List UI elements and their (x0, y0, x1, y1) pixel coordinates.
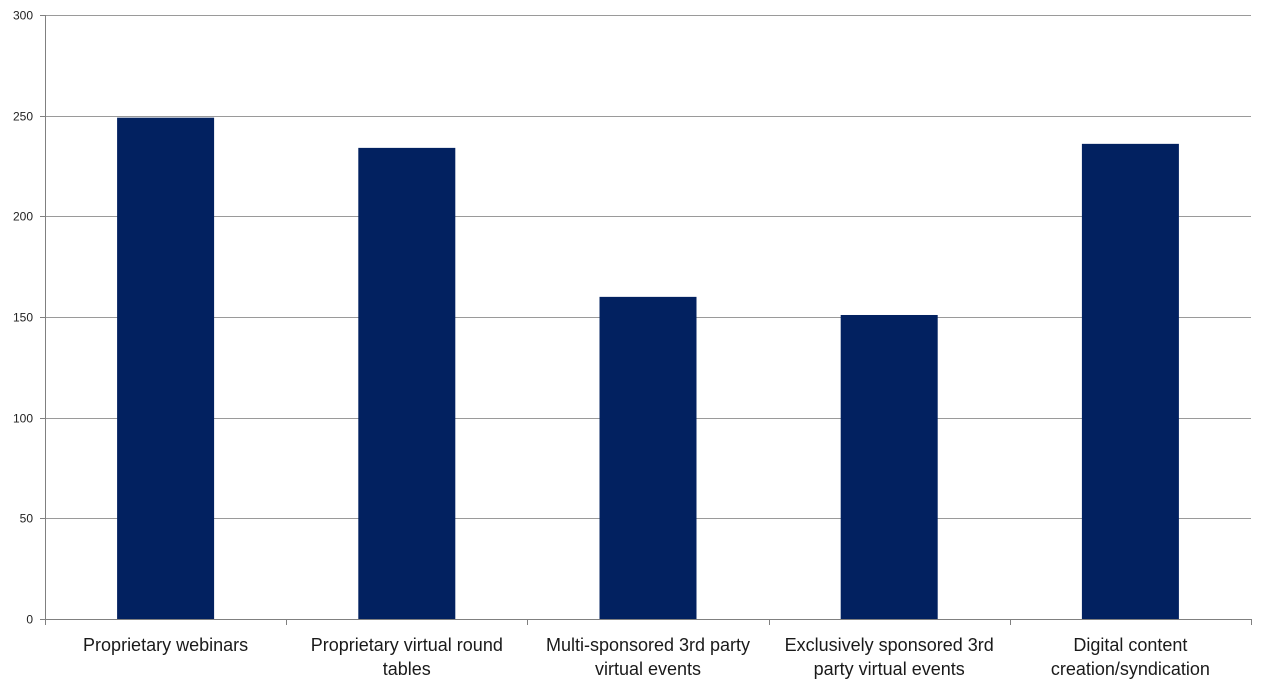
bar (1081, 143, 1179, 619)
y-tick-label: 250 (13, 110, 33, 124)
y-tick-label: 100 (13, 412, 33, 426)
x-tick-label-line: virtual events (595, 659, 701, 679)
bar (358, 147, 456, 619)
x-tick-label-line: tables (383, 659, 431, 679)
y-tick-label: 0 (26, 613, 33, 627)
x-tick-label: Digital content creation/syndication (1051, 635, 1210, 679)
y-tick-label: 150 (13, 311, 33, 325)
x-tick-label-line: creation/syndication (1051, 659, 1210, 679)
bar (117, 117, 215, 620)
x-tick-label-line: Proprietary virtual round (311, 635, 503, 655)
axes (45, 15, 1251, 620)
bar (840, 314, 938, 619)
x-tick-label-line: Digital content (1073, 635, 1187, 655)
x-tick-label: Multi-sponsored 3rd party virtual events (546, 635, 750, 679)
x-tick-label-line: Proprietary webinars (83, 635, 248, 655)
bars (117, 117, 1179, 620)
x-tick-label-line: Multi-sponsored 3rd party (546, 635, 750, 655)
y-tick-label: 300 (13, 9, 33, 23)
y-axis-ticks: 0 50 100 150 200 250 300 (13, 9, 45, 627)
x-tick-label: Proprietary webinars (83, 635, 248, 655)
y-tick-label: 200 (13, 210, 33, 224)
x-tick-label-line: party virtual events (814, 659, 965, 679)
x-tick-label-line: Exclusively sponsored 3rd (785, 635, 994, 655)
x-tick-label: Exclusively sponsored 3rd party virtual e… (785, 635, 994, 679)
x-tick-label: Proprietary virtual round tables (311, 635, 503, 679)
bar (599, 296, 697, 619)
y-tick-label: 50 (20, 512, 34, 526)
x-axis-ticks: Proprietary webinars Proprietary virtual … (45, 619, 1252, 679)
